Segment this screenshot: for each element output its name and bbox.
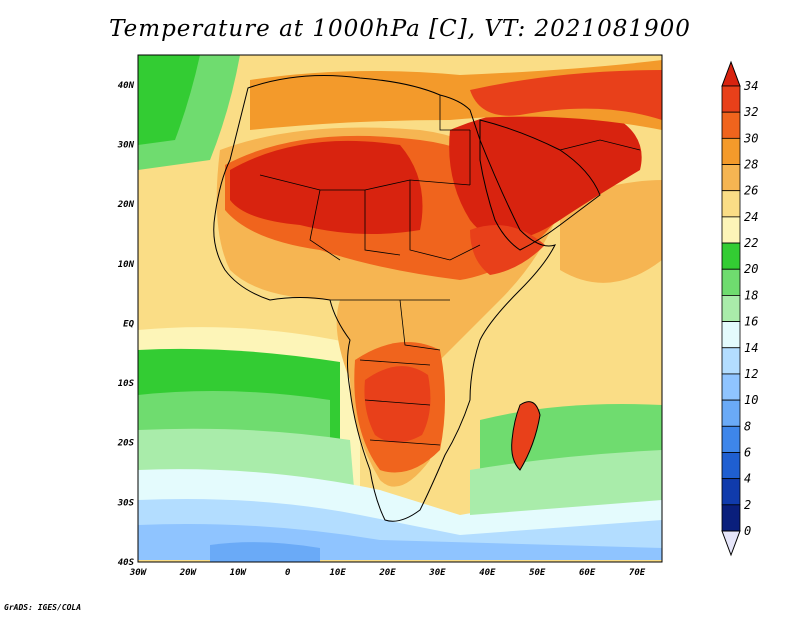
lon-tick-label: 10W — [230, 568, 248, 578]
colorbar-swatch — [721, 373, 741, 401]
colorbar-label: 2 — [744, 498, 751, 512]
lon-tick-label: 20E — [378, 568, 396, 578]
colorbar-swatch — [721, 478, 741, 506]
colorbar-bottom-triangle — [721, 530, 741, 557]
lon-tick-label: 30E — [428, 568, 446, 578]
colorbar-label: 20 — [744, 262, 758, 276]
colorbar-label: 6 — [744, 445, 751, 459]
colorbar-top-triangle — [721, 60, 741, 87]
colorbar-swatch — [721, 111, 741, 139]
colorbar-label: 32 — [743, 105, 758, 119]
colorbar-label: 24 — [744, 210, 758, 224]
colorbar-swatch — [721, 268, 741, 296]
lat-tick-label: 40N — [118, 81, 135, 91]
lat-tick-label: 30S — [117, 498, 135, 508]
colorbar-label: 16 — [744, 315, 758, 329]
field-band-8 — [210, 542, 320, 562]
colorbar-label: 28 — [744, 158, 758, 172]
country-borders — [259, 95, 641, 446]
colorbar-label: 14 — [744, 341, 758, 355]
lon-tick-label: 30W — [129, 568, 148, 578]
colorbar-label: 8 — [744, 419, 751, 433]
colorbar-label: 10 — [744, 393, 758, 407]
colorbar-label: 34 — [743, 79, 758, 93]
colorbar-swatch — [721, 295, 741, 322]
lon-tick-label: 0 — [285, 568, 291, 578]
colorbar-swatch — [721, 216, 741, 244]
lon-tick-label: 60E — [579, 568, 596, 578]
lon-tick-label: 20W — [179, 568, 198, 578]
colorbar-label: 0 — [744, 524, 751, 538]
colorbar-swatch — [721, 242, 741, 270]
colorbar-swatch — [721, 164, 741, 192]
lat-tick-label: 10S — [118, 379, 135, 389]
field-band-atl-north-dark — [138, 55, 200, 145]
lat-tick-label: 20N — [117, 200, 135, 210]
colorbar-swatch — [721, 504, 741, 532]
africa-coastline — [213, 75, 556, 522]
map-frame — [137, 54, 663, 563]
colorbar-label: 12 — [744, 367, 758, 381]
lat-tick-label: 40S — [118, 558, 135, 568]
lat-tick-label: 30N — [117, 140, 135, 150]
field-land-sahara-34 — [230, 140, 423, 234]
colorbar-label: 18 — [744, 288, 758, 302]
lat-tick-label: EQ — [123, 319, 134, 329]
lat-tick-label: 10N — [118, 260, 135, 270]
arabia-coastline — [479, 119, 601, 251]
colorbar-label: 4 — [744, 472, 751, 486]
colorbar-swatch — [721, 425, 741, 453]
field-land-south-32b — [364, 366, 431, 443]
colorbar-swatch — [721, 399, 741, 427]
credit-label: GrADS: IGES/COLA — [4, 603, 82, 612]
colorbar-swatch — [721, 85, 741, 113]
lat-tick-label: 20S — [117, 439, 135, 449]
map-plot-area — [138, 55, 662, 562]
lon-tick-label: 40E — [479, 568, 496, 578]
colorbar-label: 22 — [744, 236, 758, 250]
latitude-labels: 40N 30N 20N 10N EQ 10S 20S 30S 40S — [117, 81, 135, 568]
map-title: Temperature at 1000hPa [C], VT: 20210819… — [109, 16, 691, 42]
field-land-horn-hot — [470, 225, 545, 275]
lon-tick-label: 70E — [629, 568, 646, 578]
madagascar-coastline — [511, 401, 541, 471]
colorbar-swatch — [721, 321, 741, 349]
colorbar-swatch — [721, 190, 741, 218]
colorbar-swatch — [721, 452, 741, 480]
lon-tick-label: 10E — [329, 568, 346, 578]
longitude-labels: 30W 20W 10W 0 10E 20E 30E 40E 50E 60E 70E — [129, 568, 646, 578]
colorbar-label: 30 — [743, 131, 758, 145]
lon-tick-label: 50E — [529, 568, 546, 578]
colorbar-swatch — [721, 137, 741, 165]
field-land-levant-32 — [470, 70, 662, 120]
colorbar-label: 26 — [744, 184, 758, 198]
colorbar-swatch — [721, 347, 741, 375]
field-land-arabia-34 — [449, 107, 642, 240]
